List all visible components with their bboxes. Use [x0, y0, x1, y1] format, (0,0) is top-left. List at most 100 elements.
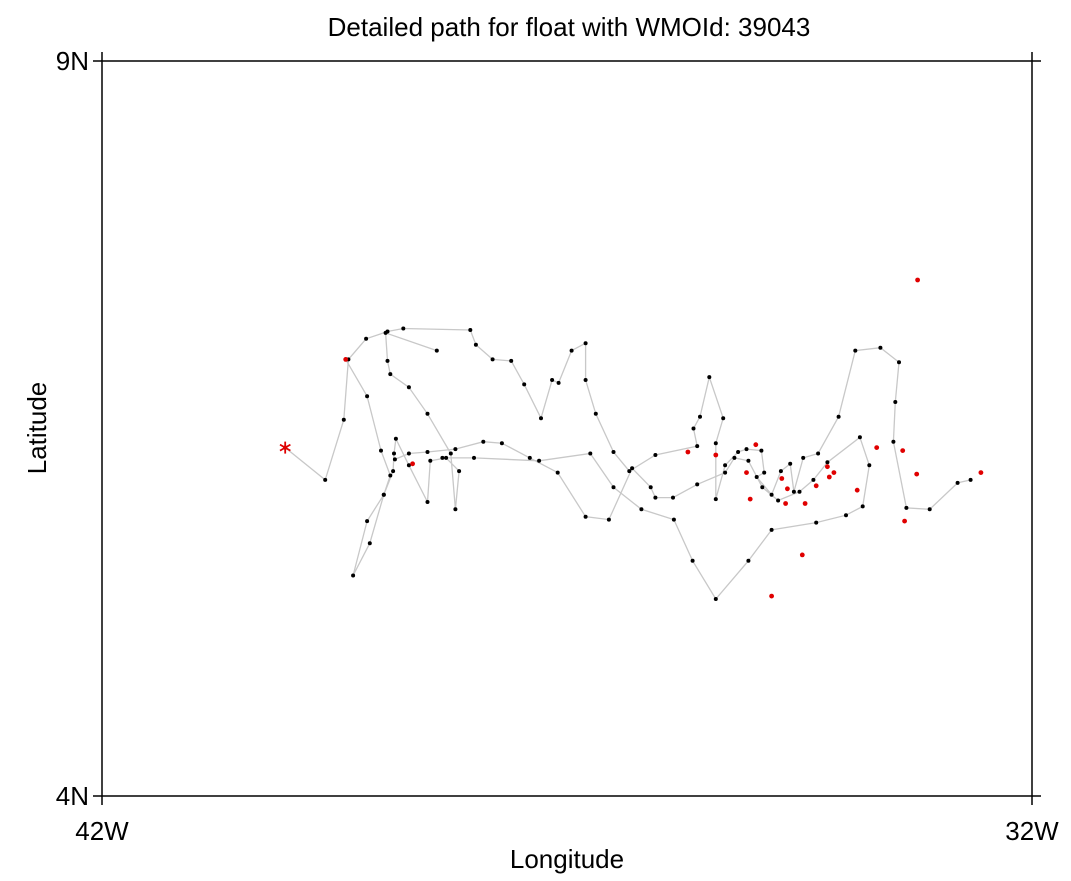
- start-marker-group: [279, 441, 291, 454]
- highlight-positions-group: [343, 277, 984, 599]
- position-point: [583, 378, 588, 382]
- position-point: [583, 341, 588, 346]
- position-point: [690, 558, 695, 563]
- position-point: [365, 394, 370, 399]
- position-point: [721, 416, 726, 421]
- position-point: [388, 473, 393, 478]
- position-point: [425, 450, 430, 454]
- highlight-point: [685, 449, 691, 455]
- position-point: [732, 455, 737, 460]
- position-point: [844, 513, 848, 518]
- position-point: [736, 450, 741, 454]
- position-point: [788, 461, 793, 466]
- position-point: [499, 441, 504, 446]
- position-point: [611, 450, 616, 454]
- position-point: [769, 492, 774, 497]
- highlight-point: [783, 501, 788, 506]
- position-point: [453, 507, 458, 512]
- highlight-point: [753, 442, 759, 448]
- position-point: [698, 414, 702, 419]
- position-point: [754, 475, 759, 479]
- y-tick-label-top: 9N: [56, 46, 89, 76]
- position-point: [365, 519, 370, 524]
- position-point: [653, 453, 658, 457]
- position-point: [457, 469, 462, 474]
- position-point: [811, 477, 816, 482]
- position-point: [878, 345, 883, 350]
- position-point: [473, 342, 478, 347]
- x-tick-label-right: 32W: [1005, 816, 1059, 846]
- position-point: [555, 470, 560, 475]
- position-point: [713, 597, 718, 601]
- position-point: [606, 517, 611, 522]
- position-point: [388, 372, 393, 377]
- float-path-north: [345, 331, 460, 576]
- position-point: [385, 358, 390, 363]
- position-point: [927, 507, 932, 512]
- position-point: [392, 451, 396, 456]
- position-point: [569, 348, 574, 353]
- position-point: [406, 451, 411, 456]
- position-point: [323, 477, 328, 482]
- position-point: [746, 458, 751, 463]
- position-point: [955, 480, 960, 485]
- position-point: [671, 517, 676, 522]
- position-point: [490, 357, 495, 362]
- position-point: [648, 485, 653, 490]
- float-path-group: [284, 327, 971, 601]
- highlight-point: [769, 593, 774, 599]
- position-point: [653, 495, 658, 500]
- position-point: [550, 378, 555, 382]
- position-point: [891, 439, 896, 444]
- position-point: [406, 463, 411, 468]
- position-point: [440, 455, 445, 460]
- position-point: [379, 448, 383, 453]
- highlight-point: [914, 471, 920, 477]
- highlight-point: [410, 461, 415, 467]
- position-point: [778, 469, 783, 474]
- position-point: [723, 463, 728, 468]
- highlight-point: [826, 474, 832, 480]
- position-point: [428, 458, 433, 463]
- highlight-point: [802, 501, 808, 506]
- position-point: [556, 380, 561, 385]
- highlight-point: [343, 357, 349, 362]
- x-axis-label: Longitude: [510, 844, 624, 874]
- plot-frame: [101, 60, 1033, 797]
- position-point: [893, 400, 898, 404]
- position-point: [472, 455, 476, 460]
- position-point: [797, 489, 802, 494]
- position-point: [897, 360, 901, 365]
- position-point: [406, 385, 411, 390]
- position-point: [713, 497, 718, 502]
- position-point: [425, 500, 430, 504]
- float-path-loop: [394, 436, 870, 601]
- position-point: [836, 414, 841, 419]
- position-point: [425, 411, 430, 416]
- highlight-point: [747, 496, 753, 502]
- position-point: [695, 444, 700, 449]
- position-point: [392, 457, 397, 462]
- position-point: [630, 466, 635, 471]
- position-point: [351, 573, 356, 578]
- position-point: [593, 411, 598, 416]
- position-point: [434, 348, 439, 353]
- position-point: [539, 416, 543, 421]
- position-point: [611, 485, 616, 490]
- position-point: [713, 441, 718, 446]
- position-point: [816, 451, 821, 456]
- position-point: [527, 455, 532, 460]
- highlight-point: [874, 445, 880, 450]
- position-point: [968, 477, 973, 482]
- position-point: [769, 527, 774, 532]
- chart-title: Detailed path for float with WMOId: 3904…: [328, 12, 811, 42]
- position-point: [583, 514, 588, 519]
- position-point: [537, 458, 542, 463]
- position-point: [393, 436, 398, 441]
- position-point: [814, 520, 819, 525]
- highlight-point: [902, 518, 907, 524]
- y-tick-label-bottom: 4N: [56, 781, 89, 811]
- highlight-point: [779, 476, 785, 481]
- position-point: [744, 447, 749, 452]
